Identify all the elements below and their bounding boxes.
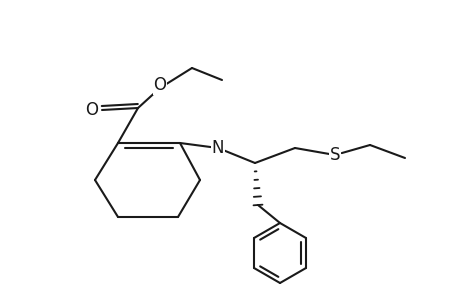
Text: O: O	[85, 101, 98, 119]
Text: N: N	[211, 139, 224, 157]
Text: O: O	[153, 76, 166, 94]
Text: S: S	[329, 146, 340, 164]
